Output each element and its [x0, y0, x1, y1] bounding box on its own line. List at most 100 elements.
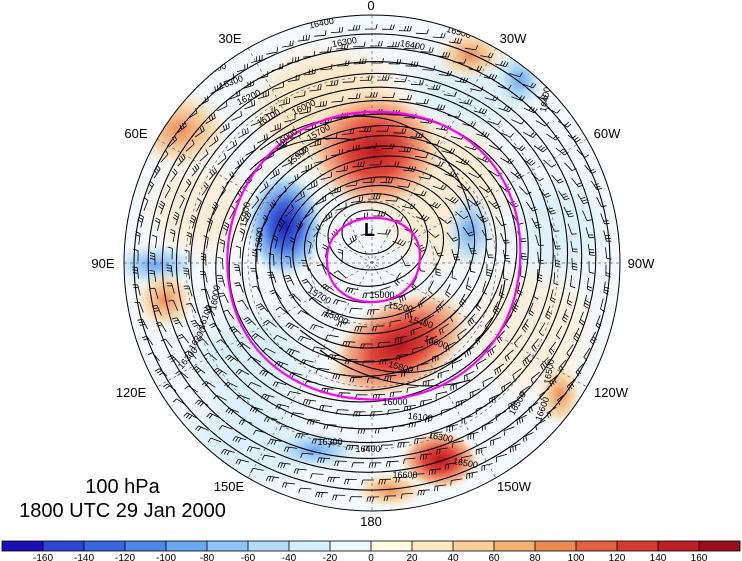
wind-barb [555, 147, 569, 156]
wind-barb [315, 491, 329, 498]
wind-barb [242, 80, 254, 89]
wind-barb [415, 98, 429, 105]
wind-barb [590, 331, 597, 346]
wind-barb [377, 229, 391, 235]
wind-barb [400, 493, 414, 499]
wind-barb [190, 319, 202, 330]
wind-barb [347, 24, 361, 31]
colorbar-swatch [166, 541, 208, 551]
colorbar-tick-label: -40 [282, 553, 297, 561]
wind-barb [553, 272, 559, 286]
wind-barb [372, 394, 385, 400]
wind-barb [579, 311, 585, 326]
wind-barb [347, 234, 357, 247]
wind-barb [402, 165, 417, 172]
contour-label: 15000 [369, 290, 394, 300]
wind-barb [362, 292, 376, 299]
wind-barb [563, 206, 574, 218]
wind-barb [475, 213, 488, 223]
wind-barb [177, 121, 187, 134]
wind-barb [450, 478, 463, 486]
wind-barb [153, 164, 161, 179]
wind-barb [445, 462, 457, 470]
wind-barb [381, 24, 395, 30]
wind-barb [399, 94, 413, 101]
wind-barb [528, 302, 535, 317]
wind-barb [509, 72, 523, 78]
lon-label-120w: 120W [594, 385, 629, 400]
wind-barb [551, 174, 564, 184]
contour-label: 16000 [208, 284, 222, 310]
wind-barb [605, 247, 612, 260]
wind-barb [383, 495, 397, 502]
wind-barb [548, 341, 557, 355]
lon-label-60e: 60E [124, 126, 147, 141]
wind-barb [455, 211, 469, 220]
wind-barb [455, 398, 467, 408]
colorbar-swatch [699, 541, 741, 551]
wind-barb [573, 328, 581, 342]
contour-label: 16300 [331, 35, 357, 49]
wind-barb [522, 353, 532, 366]
wind-barb [297, 335, 312, 342]
wind-barb [397, 441, 410, 448]
wind-barb [257, 90, 270, 99]
wind-barb [490, 437, 502, 446]
wind-barb [152, 305, 162, 316]
wind-barb [486, 264, 492, 277]
wind-barb [397, 182, 411, 188]
wind-barb [393, 128, 407, 134]
lon-label-0: 0 [367, 0, 374, 13]
wind-barb [366, 496, 380, 502]
wind-barbs [132, 24, 612, 502]
colorbar-tick-label: -120 [115, 553, 135, 561]
wind-barb [231, 111, 242, 121]
wind-barb [504, 349, 514, 362]
wind-barb [232, 436, 247, 443]
wind-barb [350, 196, 364, 203]
wind-barb [205, 113, 216, 124]
wind-barb [249, 406, 264, 413]
wind-barb [247, 382, 262, 387]
wind-barb [300, 163, 312, 173]
wind-barb [349, 307, 363, 314]
wind-barb [250, 467, 264, 473]
wind-barb [353, 41, 366, 48]
wind-barb [152, 234, 158, 248]
wind-barb [301, 278, 314, 289]
wind-barb [195, 425, 209, 432]
wind-barb [414, 437, 427, 444]
wind-barb [244, 100, 256, 110]
wind-barb [379, 358, 392, 365]
wind-barb [204, 306, 216, 317]
wind-barb [345, 287, 359, 294]
wind-barb [464, 45, 479, 51]
wind-barb [351, 462, 365, 468]
wind-barb [333, 270, 347, 279]
colorbar-swatch [125, 541, 167, 551]
wind-barb [496, 453, 508, 463]
wind-barb [267, 271, 277, 283]
wind-barb [354, 326, 368, 332]
wind-barb [285, 322, 299, 330]
wind-barb [554, 255, 561, 268]
wind-barb [344, 478, 357, 485]
wind-barb [337, 248, 344, 262]
wind-barb [196, 198, 202, 212]
wind-barb [476, 131, 490, 138]
wind-barb [216, 275, 226, 287]
wind-barb [177, 153, 186, 167]
wind-barb [457, 328, 467, 340]
colorbar-swatch [289, 541, 331, 551]
wind-barb [419, 453, 433, 460]
colorbar-swatch [207, 541, 249, 551]
wind-barb [348, 93, 361, 100]
wind-barb [454, 77, 469, 84]
wind-barb [434, 484, 447, 492]
wind-barb [596, 196, 607, 208]
wind-barb [385, 460, 399, 467]
contour-label: 16000 [382, 397, 407, 407]
lon-label-150e: 150E [214, 479, 245, 494]
colorbar-swatch [371, 541, 413, 551]
wind-barb [432, 184, 447, 191]
